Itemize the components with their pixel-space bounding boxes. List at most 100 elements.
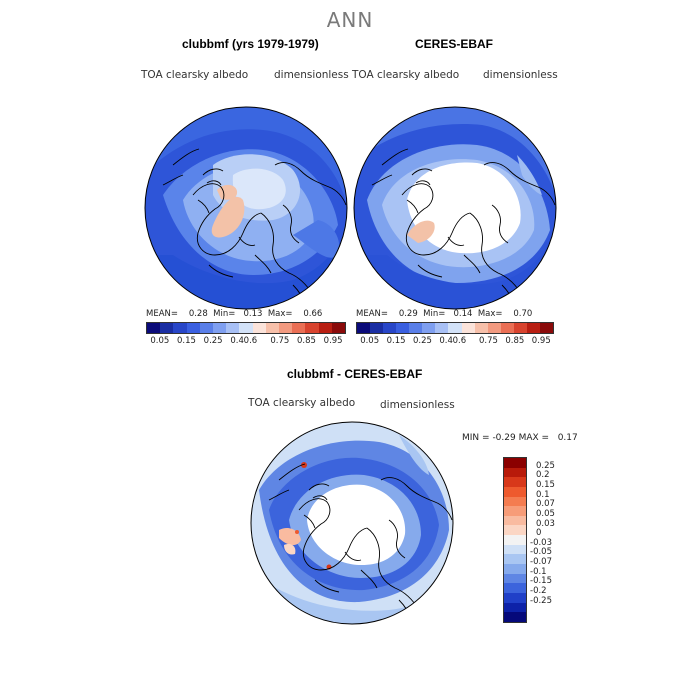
- figure-title: ANN: [326, 8, 374, 32]
- colorbar-swatch: [357, 323, 371, 333]
- colorbar-swatch: [239, 323, 253, 333]
- colorbar-swatch: [370, 323, 384, 333]
- colorbar-swatch: [504, 515, 526, 526]
- panel1-colorbar: [146, 322, 346, 334]
- min-label: Min=: [213, 309, 236, 319]
- colorbar-tick-label: 0.6: [452, 336, 467, 346]
- panel2-var-label: TOA clearsky albedo: [352, 69, 460, 81]
- colorbar-swatch: [504, 573, 526, 584]
- colorbar-tick-label: 0.4: [230, 336, 244, 346]
- colorbar-swatch: [461, 323, 475, 333]
- colorbar-swatch: [173, 323, 187, 333]
- colorbar-swatch: [265, 323, 280, 333]
- panel2-units: dimensionless: [483, 69, 558, 81]
- colorbar-swatch: [199, 323, 214, 333]
- colorbar-swatch: [409, 323, 423, 333]
- min-value: 0.14: [453, 309, 473, 319]
- max-value: 0.70: [513, 309, 533, 319]
- colorbar-tick-label: 0.25: [413, 336, 432, 346]
- colorbar-tick-label: 0.15: [177, 336, 196, 346]
- colorbar-tick-label: 0.75: [270, 336, 290, 346]
- colorbar-tick-label: 0: [536, 528, 542, 539]
- colorbar-tick-label: -0.03: [530, 537, 552, 548]
- colorbar-swatch: [226, 323, 240, 333]
- panel1-units: dimensionless: [274, 69, 349, 81]
- mean-value: 0.29: [398, 309, 418, 319]
- min-label: Min=: [423, 309, 446, 319]
- colorbar-swatch: [504, 564, 526, 574]
- diff-colorbar-ticks: 0.25 0.2 0.15 0.1 0.07 0.05 0.03 0 -0.03 -0.05 -0.…: [530, 457, 590, 621]
- colorbar-swatch: [500, 323, 514, 333]
- colorbar-swatch: [213, 323, 227, 333]
- diff-units: dimensionless: [380, 399, 455, 411]
- colorbar-tick-label: -0.2: [530, 586, 547, 597]
- colorbar-tick-label: 0.05: [536, 508, 555, 519]
- diff-max-value: 0.17: [557, 433, 578, 443]
- colorbar-tick-label: 0.6: [243, 336, 258, 346]
- colorbar-swatch: [305, 323, 319, 333]
- colorbar-tick-label: 0.85: [297, 336, 316, 346]
- panel1-title: clubbmf (yrs 1979-1979): [182, 37, 319, 51]
- colorbar-swatch: [318, 323, 332, 333]
- colorbar-swatch: [448, 323, 462, 333]
- colorbar-swatch: [504, 525, 526, 536]
- colorbar-swatch: [147, 323, 161, 333]
- colorbar-swatch: [539, 323, 553, 333]
- diff-max-label: MAX =: [518, 433, 550, 443]
- colorbar-tick-label: 0.05: [360, 336, 380, 346]
- colorbar-tick-label: 0.85: [505, 336, 525, 346]
- diff-panel-title: clubbmf - CERES-EBAF: [287, 367, 423, 381]
- colorbar-swatch: [504, 602, 526, 613]
- panel2-title: CERES-EBAF: [415, 37, 494, 51]
- colorbar-swatch: [504, 554, 526, 565]
- panel2-stats: MEAN= 0.29 Min= 0.14 Max= 0.70: [356, 309, 532, 319]
- colorbar-swatch: [504, 583, 526, 593]
- colorbar-swatch: [504, 496, 526, 507]
- diff-colorbar: [503, 457, 527, 623]
- colorbar-tick-label: 0.95: [323, 336, 343, 346]
- colorbar-swatch: [526, 323, 540, 333]
- mean-label: MEAN=: [146, 309, 178, 319]
- colorbar-tick-label: 0.15: [386, 336, 406, 346]
- panel2-polar-map: [353, 106, 557, 310]
- colorbar-swatch: [504, 477, 526, 487]
- diff-min-value: -0.29: [492, 433, 516, 443]
- colorbar-tick-label: 0.95: [531, 336, 551, 346]
- colorbar-swatch: [504, 467, 526, 478]
- max-value: 0.66: [303, 309, 323, 319]
- colorbar-swatch: [504, 458, 526, 468]
- colorbar-tick-label: 0.75: [479, 336, 498, 346]
- panel1-polar-map: [144, 106, 348, 310]
- colorbar-swatch: [422, 323, 436, 333]
- colorbar-tick-label: 0.25: [203, 336, 223, 346]
- panel1-var-label: TOA clearsky albedo: [141, 69, 249, 81]
- colorbar-tick-label: -0.07: [530, 557, 552, 568]
- colorbar-swatch: [504, 592, 526, 603]
- max-label: Max=: [477, 309, 503, 319]
- colorbar-tick-label: -0.25: [530, 595, 552, 606]
- colorbar-swatch: [279, 323, 293, 333]
- colorbar-tick-label: 0.07: [536, 499, 555, 510]
- diff-polar-map: [250, 421, 454, 625]
- colorbar-tick-label: -0.15: [530, 576, 552, 587]
- diff-min-label: MIN =: [462, 433, 490, 443]
- colorbar-swatch: [474, 323, 488, 333]
- colorbar-swatch: [186, 323, 200, 333]
- colorbar-tick-label: 0.25: [536, 460, 555, 471]
- colorbar-swatch: [504, 544, 526, 555]
- colorbar-tick-label: 0.03: [536, 518, 555, 529]
- colorbar-swatch: [513, 323, 527, 333]
- colorbar-tick-label: 0.05: [150, 336, 170, 346]
- colorbar-swatch: [396, 323, 410, 333]
- mean-label: MEAN=: [356, 309, 388, 319]
- colorbar-swatch: [504, 506, 526, 516]
- panel2-colorbar: [356, 322, 554, 334]
- colorbar-tick-label: -0.05: [530, 547, 552, 558]
- colorbar-swatch: [331, 323, 346, 333]
- diff-stats: MIN = -0.29 MAX = 0.17: [462, 433, 578, 443]
- colorbar-swatch: [383, 323, 397, 333]
- colorbar-tick-label: 0.2: [536, 470, 550, 481]
- panel1-stats: MEAN= 0.28 Min= 0.13 Max= 0.66: [146, 309, 322, 319]
- mean-value: 0.28: [188, 309, 208, 319]
- colorbar-tick-label: 0.4: [439, 336, 453, 346]
